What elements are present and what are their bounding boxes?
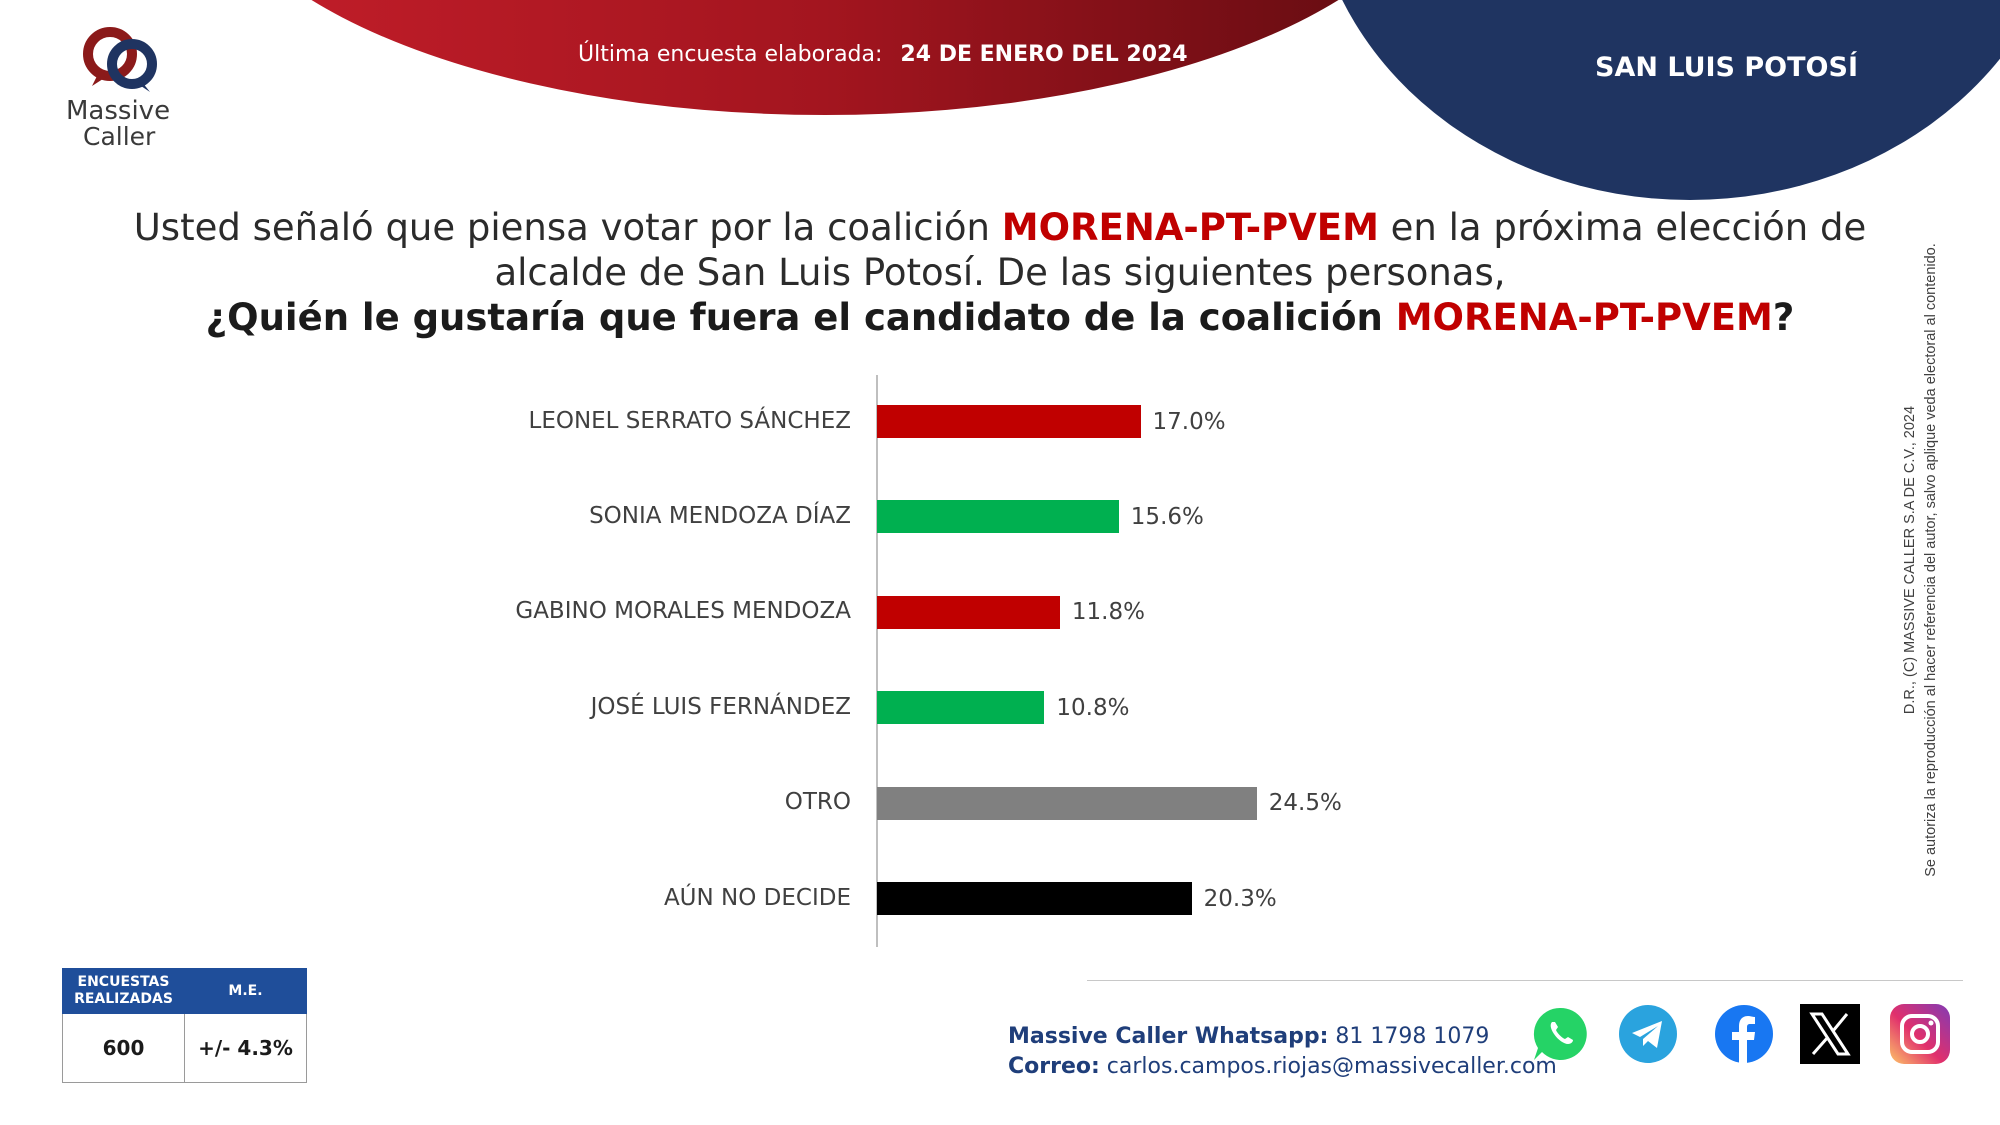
copyright-line-1: D.R., (C) MASSIVE CALLER S.A DE C.V., 20… (1902, 405, 1918, 715)
value-label: 11.8% (1071, 599, 1145, 626)
question-text: Usted señaló que piensa votar por la coa… (80, 205, 1920, 340)
bar (877, 595, 1060, 629)
email-label: Correo: (1008, 1054, 1100, 1079)
category-label: OTRO (784, 789, 851, 816)
value-label: 10.8% (1056, 694, 1130, 721)
margin-error-value: +/- 4.3% (184, 1013, 307, 1083)
category-label: SONIA MENDOZA DÍAZ (589, 502, 851, 529)
question-line-3-pre: ¿Quién le gustaría que fuera el candidat… (205, 296, 1396, 339)
speech-bubbles-icon (83, 27, 157, 92)
email-address[interactable]: carlos.campos.riojas@massivecaller.com (1106, 1054, 1557, 1079)
bar (877, 405, 1141, 438)
footer-divider (1087, 980, 1963, 981)
bar (877, 691, 1045, 725)
telegram-icon[interactable] (1618, 1004, 1678, 1064)
surveys-count: 600 (62, 1013, 185, 1083)
header-navy-shape (1310, 0, 2000, 200)
category-label: JOSÉ LUIS FERNÁNDEZ (590, 693, 851, 720)
logo-word-caller: Caller (83, 122, 156, 151)
category-label: GABINO MORALES MENDOZA (515, 598, 851, 625)
surveys-header-line-1: ENCUESTAS (77, 974, 170, 990)
bar (877, 500, 1119, 534)
question-line-2: alcalde de San Luis Potosí. De las sigui… (494, 251, 1506, 294)
survey-date: 24 DE ENERO DEL 2024 (900, 42, 1188, 67)
question-line-1-post: en la próxima elección de (1378, 206, 1867, 249)
chart-axis-line (876, 375, 878, 947)
surveys-header-line-2: REALIZADAS (74, 991, 173, 1007)
whatsapp-label: Massive Caller Whatsapp: (1008, 1024, 1329, 1049)
value-label: 24.5% (1268, 790, 1342, 817)
question-line-1: Usted señaló que piensa votar por la coa… (80, 205, 1920, 250)
email-contact: Correo: carlos.campos.riojas@massivecall… (1008, 1052, 1557, 1082)
x-icon[interactable] (1800, 1004, 1860, 1064)
copyright-notice: D.R., (C) MASSIVE CALLER S.A DE C.V., 20… (1900, 180, 1942, 940)
value-label: 15.6% (1130, 503, 1204, 530)
survey-date-line: Última encuesta elaborada: 24 DE ENERO DE… (578, 42, 1188, 67)
bar (877, 786, 1257, 820)
survey-info-table: ENCUESTAS REALIZADAS M.E. 600 +/- 4.3% (62, 968, 307, 1083)
category-label: AÚN NO DECIDE (663, 884, 851, 911)
instagram-icon[interactable] (1890, 1004, 1950, 1064)
coalition-name: MORENA-PT-PVEM (1001, 206, 1379, 249)
copyright-line-2: Se autoriza la reproducción al hacer ref… (1923, 243, 1939, 877)
question-line-3-post: ? (1772, 296, 1795, 339)
whatsapp-number[interactable]: 81 1798 1079 (1335, 1024, 1490, 1049)
logo-word-massive: Massive (66, 96, 171, 126)
surveys-header: ENCUESTAS REALIZADAS (62, 968, 185, 1014)
bar (877, 882, 1192, 915)
margin-error-header: M.E. (184, 968, 307, 1014)
survey-label: Última encuesta elaborada: (578, 42, 883, 67)
value-label: 20.3% (1203, 885, 1277, 912)
whatsapp-icon[interactable] (1530, 1004, 1590, 1064)
value-label: 17.0% (1152, 408, 1226, 435)
question-line-3: ¿Quién le gustaría que fuera el candidat… (80, 295, 1920, 340)
facebook-icon[interactable] (1714, 1004, 1774, 1064)
category-label: LEONEL SERRATO SÁNCHEZ (528, 407, 852, 434)
coalition-name-2: MORENA-PT-PVEM (1395, 296, 1773, 339)
whatsapp-contact: Massive Caller Whatsapp: 81 1798 1079 (1008, 1022, 1557, 1052)
question-line-1-pre: Usted señaló que piensa votar por la coa… (133, 206, 1002, 249)
contact-info: Massive Caller Whatsapp: 81 1798 1079 Co… (1008, 1022, 1557, 1082)
region-title: SAN LUIS POTOSÍ (1595, 52, 1858, 83)
massive-caller-logo: Massive Caller (58, 24, 188, 154)
